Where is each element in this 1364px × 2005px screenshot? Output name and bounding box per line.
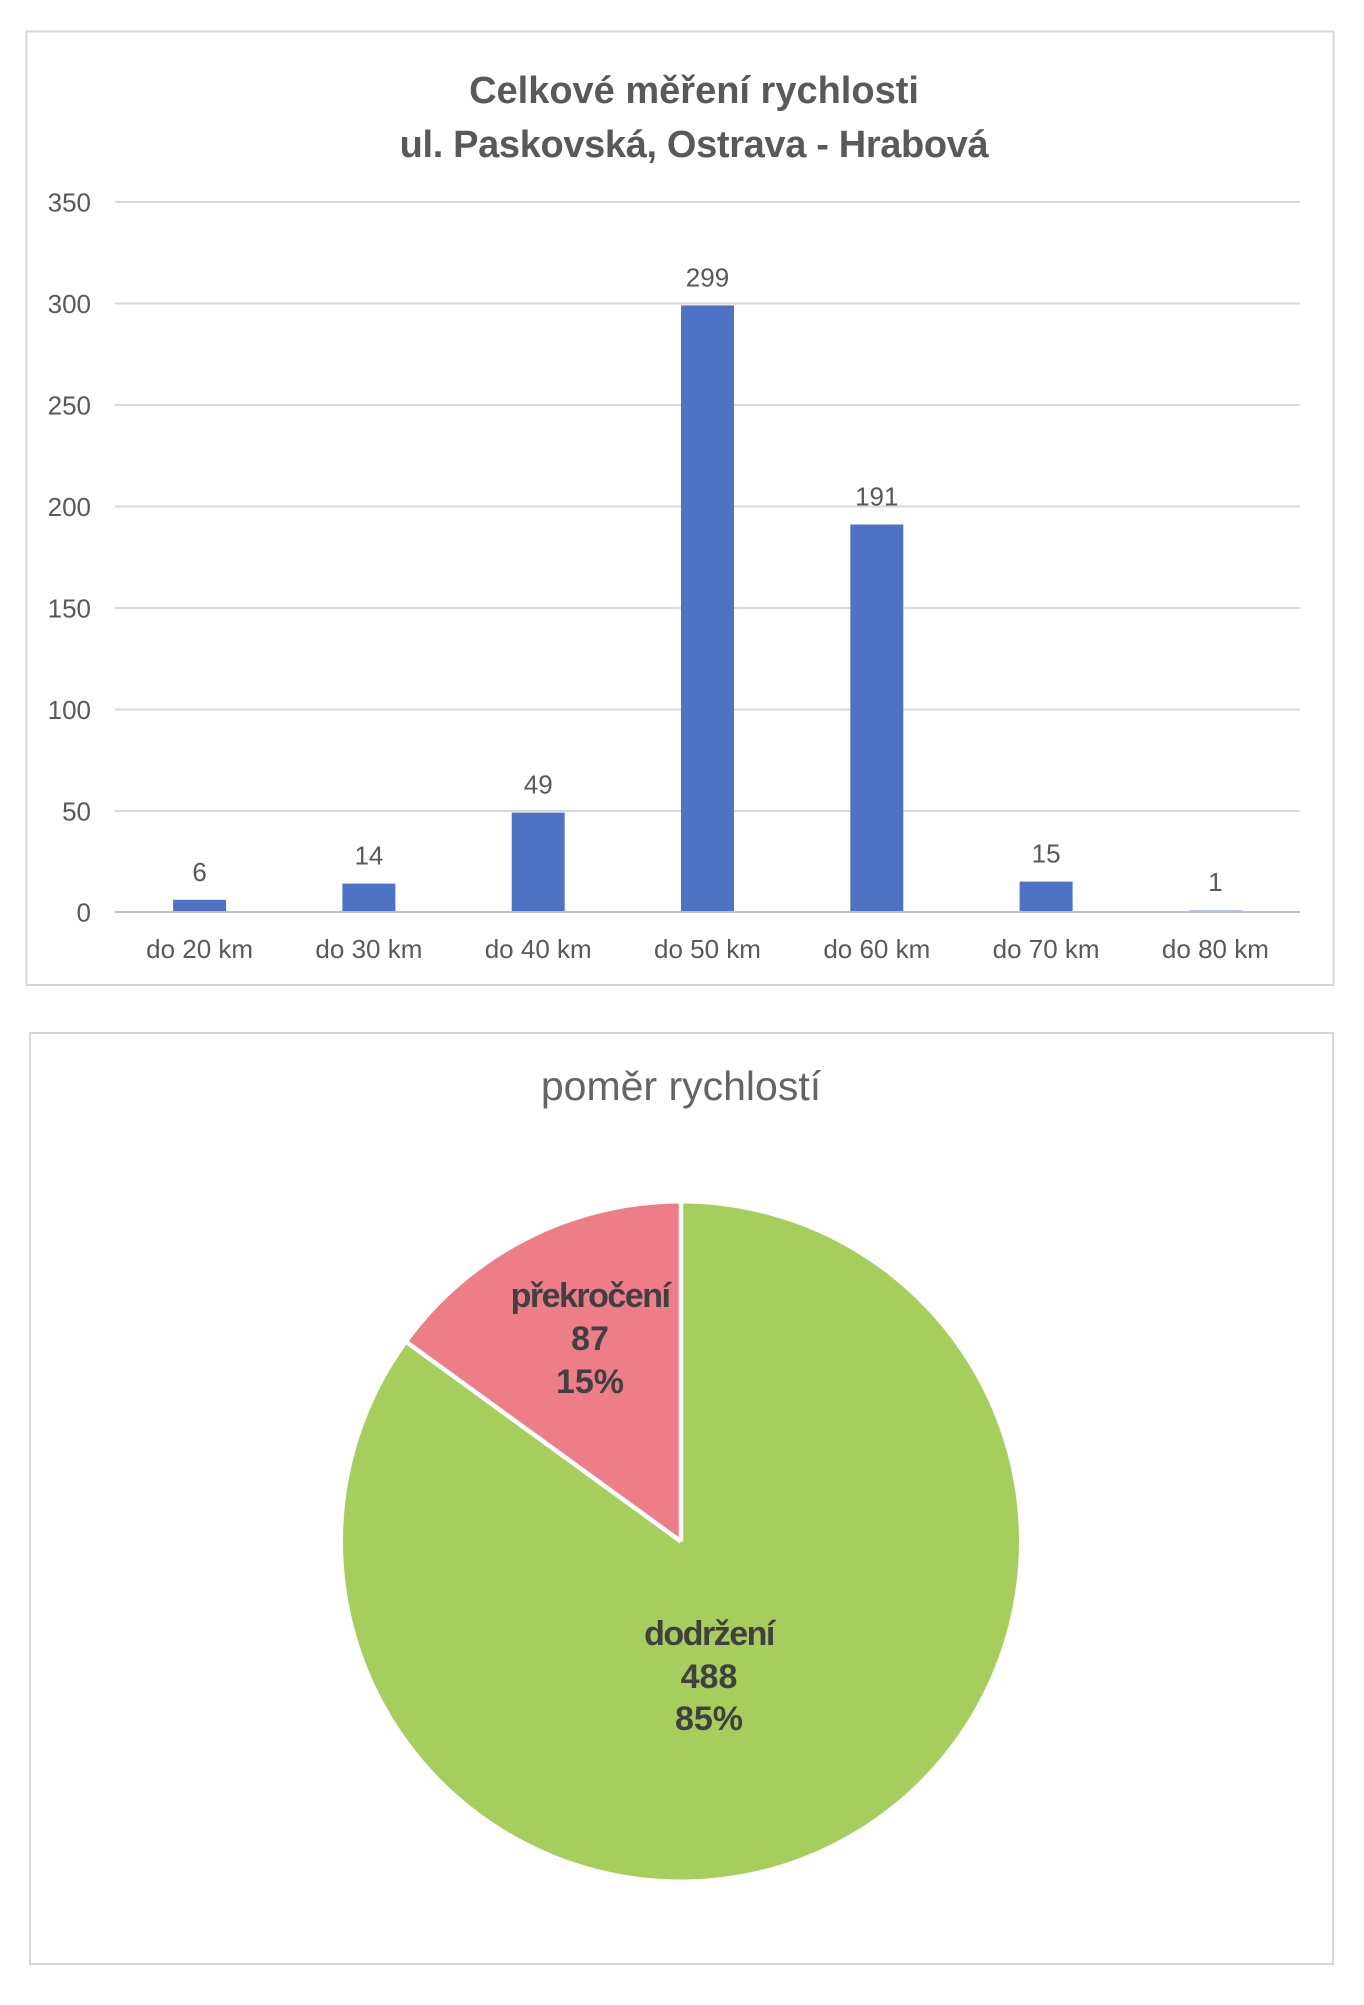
svg-text:1: 1 — [1208, 867, 1222, 897]
svg-text:191: 191 — [855, 482, 898, 512]
svg-text:poměr rychlostí: poměr rychlostí — [541, 1063, 822, 1109]
svg-text:14: 14 — [354, 841, 383, 871]
svg-text:překročení: překročení — [511, 1277, 673, 1315]
svg-text:300: 300 — [48, 289, 91, 319]
svg-text:87: 87 — [571, 1320, 609, 1358]
svg-text:do 50 km: do 50 km — [654, 934, 761, 964]
svg-text:15%: 15% — [556, 1363, 624, 1401]
svg-text:299: 299 — [686, 262, 729, 292]
svg-text:85%: 85% — [675, 1700, 743, 1738]
svg-text:350: 350 — [48, 188, 91, 218]
svg-text:do 30 km: do 30 km — [315, 934, 422, 964]
svg-text:100: 100 — [48, 695, 91, 725]
svg-text:do 20 km: do 20 km — [146, 934, 253, 964]
svg-text:Celkové měření rychlosti: Celkové měření rychlosti — [469, 70, 919, 112]
svg-text:488: 488 — [681, 1658, 738, 1696]
svg-text:50: 50 — [62, 797, 91, 827]
svg-text:0: 0 — [77, 898, 91, 928]
svg-text:dodržení: dodržení — [644, 1615, 777, 1653]
svg-text:6: 6 — [192, 857, 206, 887]
svg-text:250: 250 — [48, 391, 91, 421]
svg-text:do 60 km: do 60 km — [823, 934, 930, 964]
svg-text:do 80 km: do 80 km — [1162, 934, 1269, 964]
svg-text:ul. Paskovská, Ostrava - Hrabo: ul. Paskovská, Ostrava - Hrabová — [400, 124, 990, 166]
svg-text:15: 15 — [1032, 839, 1061, 869]
svg-text:do 70 km: do 70 km — [993, 934, 1100, 964]
svg-text:49: 49 — [524, 770, 553, 800]
svg-text:do 40 km: do 40 km — [485, 934, 592, 964]
svg-text:200: 200 — [48, 492, 91, 522]
svg-text:150: 150 — [48, 594, 91, 624]
